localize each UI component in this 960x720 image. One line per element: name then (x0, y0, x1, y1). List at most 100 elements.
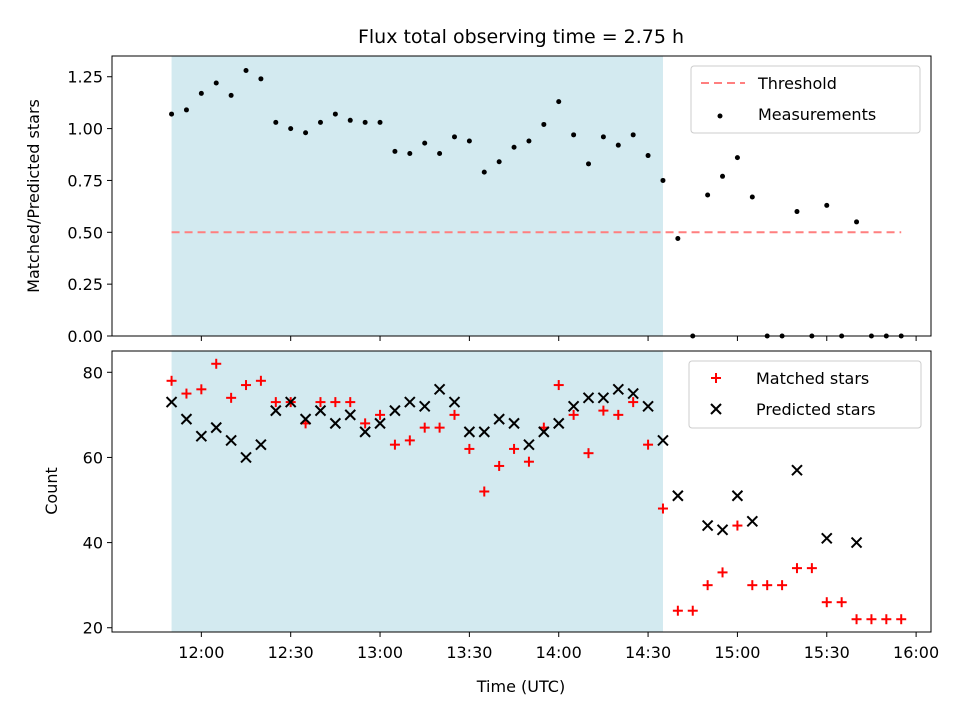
measurement-point (526, 138, 532, 144)
predicted-star-point (553, 417, 565, 430)
matched-star-point (404, 435, 415, 446)
legend-matched-swatch (711, 373, 721, 383)
matched-star-point (896, 614, 907, 625)
bottom-y-ticks: 20 40 60 80 (83, 363, 112, 638)
matched-star-point (419, 422, 430, 433)
measurement-point (437, 150, 443, 156)
top-y-ticks: 0.00 0.25 0.50 0.75 1.00 1.25 (67, 68, 112, 346)
predicted-star-point (419, 400, 431, 413)
measurement-point (824, 202, 830, 208)
matched-star-point (196, 384, 207, 395)
measurement-point (749, 194, 755, 200)
y-tick-label: 0.75 (67, 171, 103, 190)
predicted-star-point (791, 464, 803, 476)
legend-measurements-label: Measurements (758, 105, 876, 124)
matched-star-point (523, 456, 534, 467)
top-y-axis-label: Matched/Predicted stars (24, 99, 43, 293)
measurement-point (794, 209, 800, 215)
predicted-star-point (389, 404, 401, 417)
predicted-star-point (657, 434, 669, 447)
matched-star-point (509, 443, 520, 454)
predicted-star-point (538, 426, 550, 438)
bottom-legend-box (688, 360, 922, 429)
predicted-star-point (329, 417, 342, 430)
predicted-star-point (314, 404, 327, 417)
predicted-star-point (523, 438, 535, 451)
matched-star-point (389, 439, 400, 450)
measurement-point (288, 126, 294, 132)
measurement-point (169, 111, 175, 117)
predicted-star-point (478, 426, 490, 438)
matched-star-point (241, 380, 252, 391)
bottom-y-axis-label: Count (42, 467, 61, 515)
predicted-star-point (299, 413, 312, 425)
matched-star-point (211, 358, 222, 369)
matched-star-point (568, 409, 579, 420)
predicted-star-point (508, 417, 520, 430)
predicted-star-point (672, 490, 684, 502)
measurement-point (571, 132, 577, 138)
predicted-star-point (597, 392, 610, 404)
measurement-point (630, 132, 636, 138)
predicted-star-point (642, 400, 654, 413)
predicted-star-point (821, 532, 833, 545)
matched-star-point (479, 486, 490, 497)
matched-star-point (747, 580, 758, 591)
measurement-point (377, 119, 383, 125)
y-tick-label: 20 (83, 619, 103, 638)
measurement-point (422, 140, 428, 146)
y-tick-label: 60 (83, 448, 103, 467)
measurement-point (720, 173, 726, 179)
predicted-star-point (850, 536, 863, 549)
measurement-point (734, 155, 740, 161)
measurement-point (541, 121, 547, 127)
legend-threshold-label: Threshold (757, 74, 837, 93)
x-tick-label: 16:00 (893, 643, 939, 662)
legend-predicted-swatch (710, 403, 722, 415)
y-tick-label: 1.00 (67, 120, 103, 139)
measurement-point (198, 90, 204, 96)
predicted-star-point (612, 383, 624, 396)
legend-predicted-label: Predicted stars (756, 400, 876, 419)
chart-title: Flux total observing time = 2.75 h (358, 26, 684, 48)
measurement-point (556, 99, 562, 105)
measurement-point (243, 68, 249, 74)
predicted-star-point (255, 438, 267, 451)
count-series (165, 358, 907, 625)
predicted-star-point (716, 524, 729, 536)
matched-star-point (836, 597, 847, 608)
matched-star-point (181, 388, 192, 399)
measurement-point (228, 92, 234, 98)
measurements-series (169, 68, 904, 339)
predicted-star-point (225, 434, 237, 447)
matched-star-point (226, 392, 237, 403)
matched-star-point (821, 597, 832, 608)
measurement-point (317, 119, 323, 125)
top-panel: Flux total observing time = 2.75 h 0.000… (24, 26, 932, 346)
x-tick-label: 14:00 (536, 643, 582, 662)
measurement-point (854, 219, 860, 225)
matched-star-point (583, 448, 594, 459)
matched-star-point (494, 460, 505, 471)
measurement-point (466, 138, 472, 144)
measurement-point (496, 159, 502, 165)
matched-star-point (270, 397, 281, 408)
matched-star-point (732, 520, 743, 531)
y-tick-label: 0.50 (67, 223, 103, 242)
matched-star-point (330, 397, 341, 408)
measurement-point (615, 142, 621, 148)
predicted-star-point (493, 413, 505, 425)
predicted-star-point (582, 392, 595, 404)
measurement-point (303, 130, 309, 136)
predicted-star-point (746, 515, 759, 528)
measurement-point (332, 111, 338, 117)
measurement-point (645, 153, 651, 159)
top-x-ticks (200, 336, 917, 341)
predicted-star-point (284, 396, 297, 408)
top-legend-box (690, 65, 921, 134)
matched-star-point (851, 614, 862, 625)
measurement-point (213, 80, 219, 86)
y-tick-label: 80 (83, 363, 103, 382)
